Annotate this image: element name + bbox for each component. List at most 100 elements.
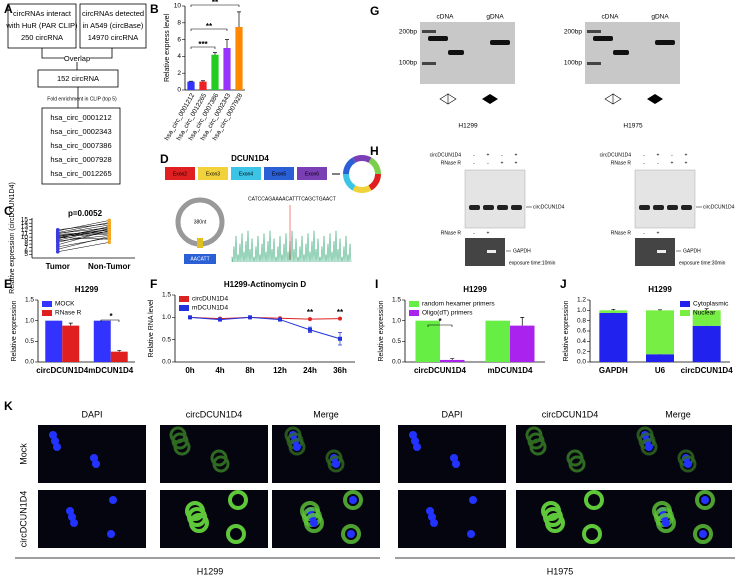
panel-letter: H [370,144,379,158]
decoration [490,40,510,45]
y-axis-label: Relative express level [164,14,171,83]
decoration [656,513,676,533]
label: Exon5 [272,171,286,177]
legend-label: MOCK [55,301,75,308]
point [55,239,60,243]
y-tick-label: 2 [177,70,181,77]
decoration [264,167,294,180]
decoration [647,94,663,104]
label: circDCUN1D4 [18,491,28,548]
label: + [487,152,490,158]
layout [7,3,735,559]
point [107,218,112,223]
y-tick-label: 0.0 [25,359,34,366]
label: 380nt [194,219,207,225]
x-tick-label: mDCUN1D4 [88,366,133,375]
label: RNase R [441,160,462,166]
decoration [352,185,372,193]
decoration [413,443,421,451]
pair-line [57,223,110,231]
decoration [430,519,438,527]
x-tick-label: 4h [215,366,224,375]
label: - [473,230,475,236]
panel-letter: B [150,2,159,16]
decoration [487,250,496,253]
bracket [100,319,120,322]
y-tick-label: 1.2 [577,297,586,304]
label: circDCUN1D4 [430,152,462,158]
decoration [604,93,622,105]
decoration [189,513,209,533]
panel-letter: D [160,152,169,166]
panel-letter: F [150,277,157,291]
label: circRNAs interact [13,9,72,18]
decoration [38,490,146,548]
decoration [231,167,261,180]
legend-label: Cytoplasmic [693,301,729,308]
decoration [310,519,318,527]
label: Overlap [64,54,90,63]
point [107,233,112,238]
decoration [465,238,505,266]
decoration [439,93,457,105]
decoration [272,490,380,548]
y-tick-label: 1.0 [25,317,34,324]
decoration [422,62,436,65]
legend-swatch [42,301,52,307]
label: gDNA [651,14,669,21]
decoration [349,496,357,504]
x-tick-label: 8h [245,366,254,375]
y-tick-label: 15 [21,216,29,223]
pair-line [57,242,110,252]
label: - [643,160,645,166]
bar [62,325,80,362]
bracket [190,46,216,49]
label: 200bp [564,29,582,36]
decoration [511,205,522,210]
bar-segment [692,325,721,362]
legend-swatch [42,310,52,316]
label: + [515,152,518,158]
y-tick-label: 0.8 [577,317,586,324]
label: hsa_circ_0007386 [50,141,111,150]
decoration [109,496,117,504]
label: + [501,160,504,166]
decoration [226,524,246,544]
x-tick-label: circDCUN1D4 [681,366,734,375]
line [189,316,341,320]
label: GAPDH [513,248,531,254]
pair-line [57,227,110,234]
decoration [53,443,61,451]
panel-letter: I [375,277,378,291]
label: DCUN1D4 [231,154,269,163]
label: H1975 [547,566,574,576]
label: + [671,160,674,166]
y-tick-label: 1.0 [392,317,401,324]
decoration [297,167,327,180]
chart-title: H1299 [463,285,487,294]
label: H1975 [623,123,643,130]
bar-segment [692,310,721,326]
pair-line [57,231,110,235]
y-tick-label: 10 [21,234,29,241]
flow-box [79,3,147,49]
x-tick-label: mDCUN1D4 [488,366,533,375]
decoration [483,205,494,210]
marker [308,327,312,332]
point [107,237,112,242]
decoration [568,455,586,473]
decoration [165,167,195,180]
decoration [681,205,692,210]
y-tick-label: 1.0 [162,314,171,321]
label: + [487,230,490,236]
marker [338,336,342,341]
y-tick-label: 0.6 [577,328,586,335]
decoration [645,443,653,451]
decoration [529,438,547,456]
label: CATCCAGAAAACATTTCAGCTGAACT [248,196,336,202]
chart-title: H1299 [648,285,672,294]
y-tick-label: 9 [24,237,28,244]
y-tick-label: 1.0 [577,307,586,314]
decoration [173,438,191,456]
decoration [347,530,355,538]
